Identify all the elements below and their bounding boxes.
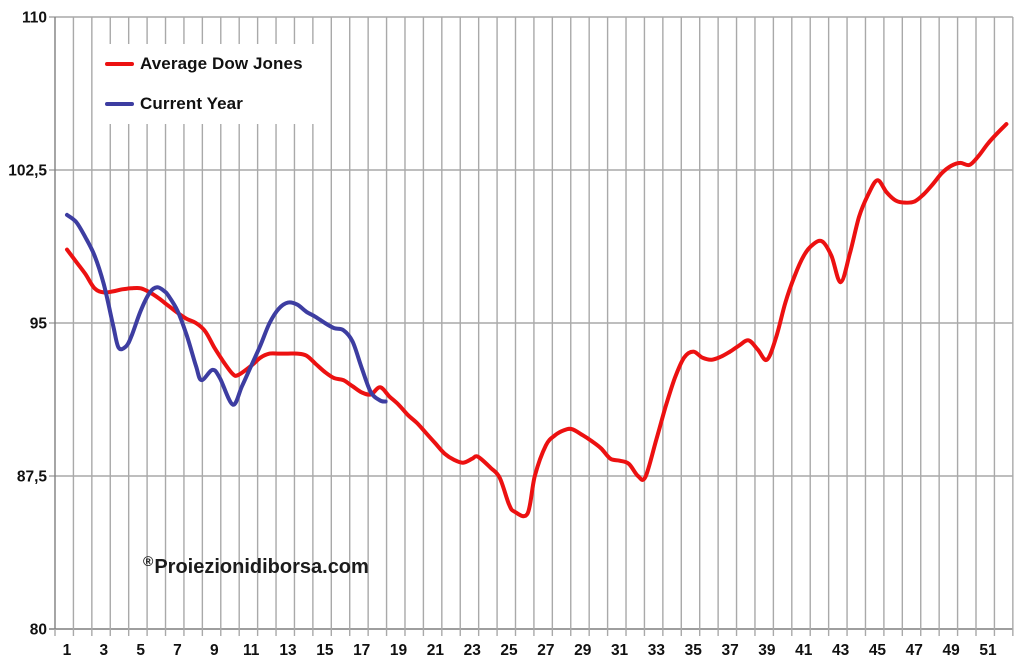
x-tick-label: 33 [648,642,666,659]
gridlines-horizontal [49,16,1013,630]
series-average-dow-jones [65,122,1009,519]
legend-label-current-year: Current Year [140,94,243,113]
y-tick-label: 80 [30,622,47,639]
x-tick-label: 49 [943,642,961,659]
watermark-text: Proiezionidiborsa.com [154,556,369,578]
watermark: ®Proiezionidiborsa.com [143,553,369,579]
y-tick-label: 95 [30,316,48,333]
x-tick-label: 1 [63,642,72,659]
series-current-year [65,212,388,407]
x-tick-label: 31 [611,642,629,659]
y-tick-label: 102,5 [8,163,47,180]
registered-trademark-symbol: ® [143,553,154,569]
x-tick-label: 47 [906,642,923,659]
legend-swatch-average-dow-jones [105,62,134,66]
legend-label-average-dow-jones: Average Dow Jones [140,54,303,73]
x-tick-label: 41 [795,642,813,659]
x-tick-label: 29 [574,642,592,659]
x-tick-label: 45 [869,642,887,659]
x-tick-label: 21 [427,642,445,659]
x-tick-label: 7 [173,642,182,659]
x-tick-label: 25 [500,642,518,659]
x-tick-label: 51 [979,642,997,659]
x-tick-label: 17 [353,642,370,659]
x-tick-label: 9 [210,642,219,659]
x-tick-label: 35 [685,642,703,659]
x-axis-labels: 1 3 5 7 9 11 13 15 17 19 21 23 25 27 29 31 33 35 37 39 41 43 4… [63,642,997,659]
y-tick-label: 110 [22,10,47,27]
x-tick-label: 39 [758,642,776,659]
y-axis-labels: 110 102,5 95 87,5 80 [8,10,47,639]
legend-item-average-dow-jones: Average Dow Jones [105,54,317,74]
x-tick-label: 13 [279,642,297,659]
x-tick-label: 43 [832,642,850,659]
legend-swatch-current-year [105,102,134,106]
x-tick-label: 15 [316,642,334,659]
x-tick-label: 3 [100,642,109,659]
x-tick-label: 23 [464,642,482,659]
x-tick-label: 5 [136,642,145,659]
legend-item-current-year: Current Year [105,94,317,114]
y-tick-label: 87,5 [17,469,48,486]
x-tick-label: 27 [537,642,554,659]
chart-legend: Average Dow Jones Current Year [97,44,317,124]
x-tick-label: 19 [390,642,408,659]
x-tick-label: 11 [243,642,260,659]
x-tick-label: 37 [721,642,738,659]
